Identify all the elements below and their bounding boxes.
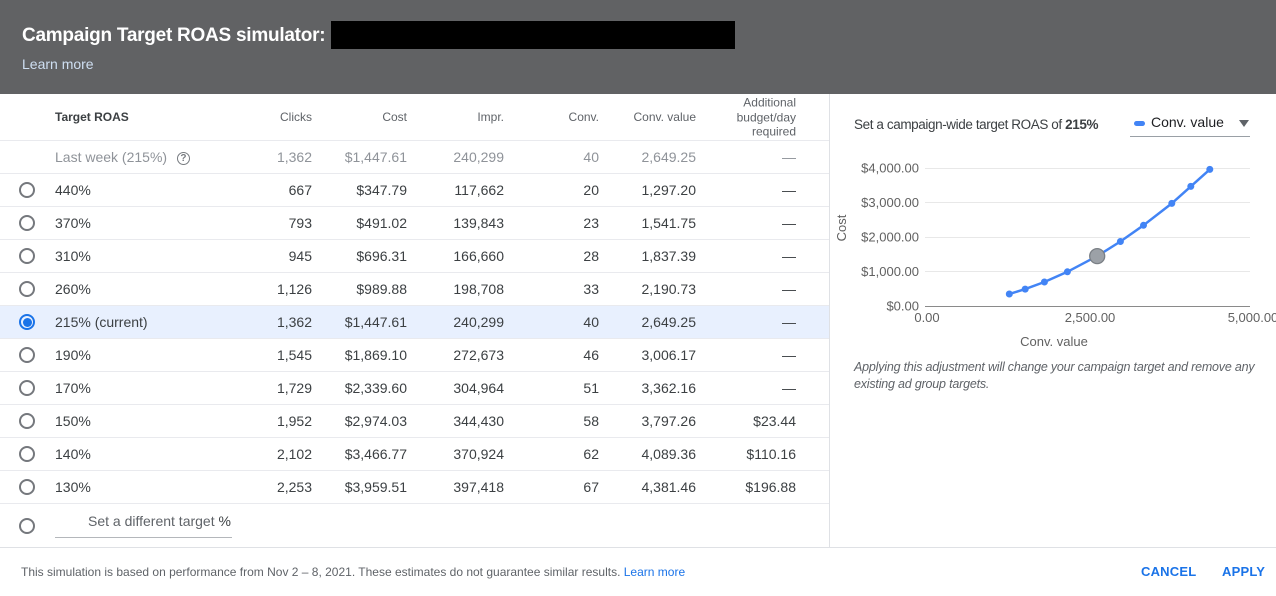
svg-text:Cost: Cost [834, 214, 849, 241]
svg-text:0.00: 0.00 [914, 310, 939, 325]
svg-text:$0.00: $0.00 [886, 299, 919, 314]
svg-text:$4,000.00: $4,000.00 [861, 161, 919, 176]
svg-text:$1,000.00: $1,000.00 [861, 264, 919, 279]
svg-text:2,500.00: 2,500.00 [1065, 310, 1116, 325]
svg-text:Conv. value: Conv. value [1020, 334, 1088, 349]
svg-text:$3,000.00: $3,000.00 [861, 195, 919, 210]
svg-text:$2,000.00: $2,000.00 [861, 230, 919, 245]
svg-text:5,000.00: 5,000.00 [1228, 310, 1276, 325]
